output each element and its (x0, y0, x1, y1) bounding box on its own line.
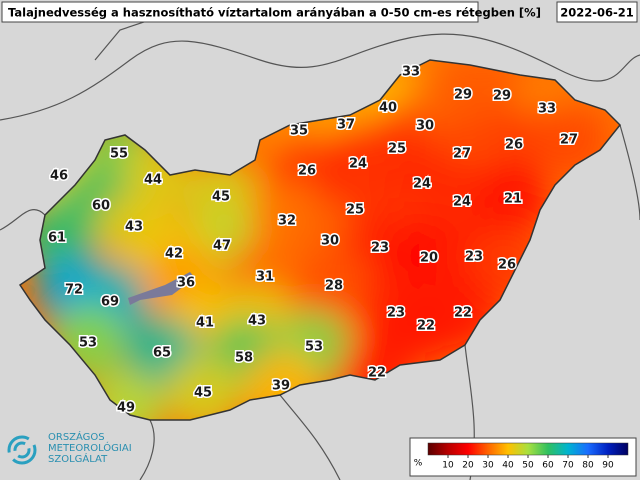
station-value: 61 (48, 231, 66, 246)
colorbar-tick-label: 70 (562, 461, 574, 471)
colorbar-tick-label: 40 (502, 461, 514, 471)
title: Talajnedvesség a hasznosítható víztartal… (8, 6, 541, 20)
colorbar-tick-label: 80 (582, 461, 594, 471)
colorbar-tick-label: 60 (542, 461, 554, 471)
station-value: 25 (388, 142, 406, 157)
logo-text: SZOLGÁLAT (48, 452, 108, 465)
station-value: 27 (560, 133, 578, 148)
station-value: 27 (453, 147, 471, 162)
station-value: 23 (371, 241, 389, 256)
colorbar-tick-label: 20 (462, 461, 474, 471)
station-value: 55 (110, 147, 128, 162)
station-value: 22 (454, 306, 472, 321)
station-value: 24 (349, 157, 367, 172)
title-box (1, 1, 479, 23)
station-value: 24 (453, 195, 471, 210)
station-value: 22 (368, 366, 386, 381)
station-value: 21 (504, 192, 522, 207)
station-value: 35 (290, 124, 308, 139)
station-value: 33 (538, 102, 556, 117)
station-value: 30 (416, 119, 434, 134)
logo-text: METEOROLÓGIAI (48, 441, 132, 454)
moisture-area (475, 161, 551, 237)
station-value: 46 (50, 169, 68, 184)
station-value: 32 (278, 214, 296, 229)
colorbar (427, 442, 629, 456)
colorbar-tick-label: 90 (602, 461, 614, 471)
station-value: 53 (305, 340, 323, 355)
station-value: 24 (413, 177, 431, 192)
station-value: 30 (321, 234, 339, 249)
station-value: 41 (196, 316, 214, 331)
date-box (556, 1, 638, 23)
station-value: 65 (153, 346, 171, 361)
colorbar-tick-label: 50 (522, 461, 534, 471)
station-value: 26 (505, 138, 523, 153)
station-value: 47 (213, 239, 231, 254)
station-value: 45 (194, 386, 212, 401)
station-value: 45 (212, 190, 230, 205)
station-value: 49 (117, 401, 135, 416)
station-value: 31 (256, 270, 274, 285)
station-value: 44 (144, 173, 162, 188)
station-value: 43 (125, 220, 143, 235)
station-value: 23 (387, 306, 405, 321)
colorbar-tick-label: 30 (482, 461, 494, 471)
station-value: 23 (465, 250, 483, 265)
station-value: 60 (92, 199, 110, 214)
station-value: 33 (402, 65, 420, 80)
moisture-area (88, 370, 164, 420)
station-value: 20 (420, 251, 438, 266)
station-value: 42 (165, 247, 183, 262)
station-value: 36 (177, 276, 195, 291)
station-value: 37 (337, 118, 355, 133)
station-value: 43 (248, 314, 266, 329)
station-value: 22 (417, 319, 435, 334)
station-value: 72 (65, 283, 83, 298)
station-value: 53 (79, 336, 97, 351)
station-value: 58 (235, 351, 253, 366)
station-value: 26 (498, 258, 516, 273)
station-value: 39 (272, 379, 290, 394)
legend-unit: % (414, 459, 423, 469)
logo-text: ORSZÁGOS (48, 430, 105, 443)
station-value: 25 (346, 203, 364, 218)
logo: ORSZÁGOS METEOROLÓGIAI SZOLGÁLAT (7, 430, 132, 465)
station-value: 28 (325, 279, 343, 294)
station-value: 26 (298, 164, 316, 179)
date: 2022-06-21 (560, 6, 634, 20)
colorbar-tick-label: 10 (442, 461, 454, 471)
station-value: 29 (493, 89, 511, 104)
station-value: 69 (101, 295, 119, 310)
moisture-area (296, 248, 372, 324)
lake-balaton (128, 272, 195, 305)
station-value: 29 (454, 88, 472, 103)
station-value: 40 (379, 101, 397, 116)
